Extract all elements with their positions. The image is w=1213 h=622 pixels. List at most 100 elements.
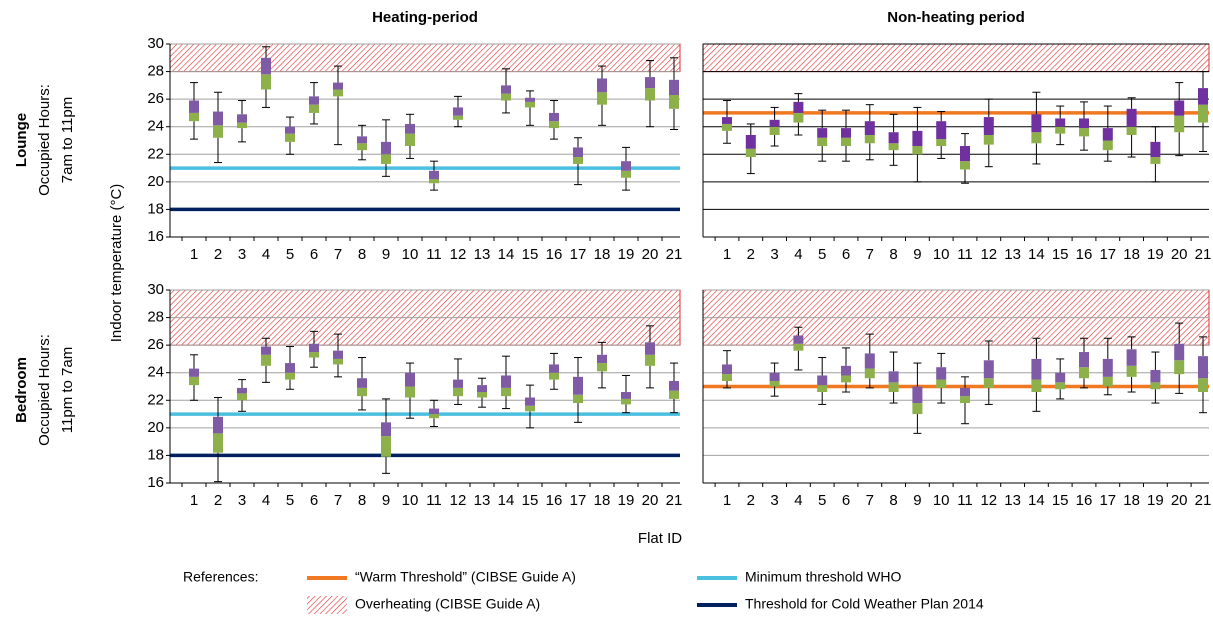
x-tick-label: 20 bbox=[642, 492, 659, 509]
box-upper bbox=[1198, 356, 1208, 379]
y-axis-label: Indoor temperature (°C) bbox=[108, 184, 125, 343]
box-lower bbox=[405, 386, 415, 398]
box-lower bbox=[405, 133, 415, 147]
box-upper bbox=[357, 136, 367, 144]
x-tick-label: 10 bbox=[402, 246, 419, 263]
box-upper bbox=[983, 360, 994, 379]
box-lower bbox=[525, 405, 535, 412]
x-tick-label: 19 bbox=[618, 246, 635, 263]
box-lower bbox=[645, 88, 655, 101]
box-lower bbox=[597, 92, 607, 105]
box-lower bbox=[841, 137, 851, 147]
box-upper bbox=[261, 346, 271, 355]
x-tick-label: 1 bbox=[723, 492, 731, 509]
box-upper bbox=[1198, 88, 1208, 105]
box-upper bbox=[309, 96, 319, 105]
box-upper bbox=[864, 353, 875, 369]
box-upper bbox=[936, 367, 947, 380]
x-tick-label: 8 bbox=[358, 492, 366, 509]
box-lower bbox=[1102, 140, 1113, 151]
box-lower bbox=[864, 368, 875, 379]
box-lower bbox=[793, 343, 804, 351]
box-upper bbox=[983, 117, 994, 135]
box-lower bbox=[936, 379, 947, 388]
box-upper bbox=[621, 392, 631, 399]
legend-swatch bbox=[307, 596, 347, 614]
y-tick-label: 16 bbox=[147, 474, 164, 491]
box-lower bbox=[381, 154, 391, 164]
x-tick-label: 3 bbox=[770, 492, 778, 509]
box-lower bbox=[722, 374, 732, 381]
x-tick-label: 19 bbox=[1147, 492, 1164, 509]
x-tick-label: 2 bbox=[747, 492, 755, 509]
box-upper bbox=[285, 363, 295, 373]
x-tick-label: 2 bbox=[214, 492, 222, 509]
box-lower bbox=[769, 380, 780, 387]
box-upper bbox=[1055, 118, 1066, 127]
box-upper bbox=[1031, 358, 1042, 380]
box-upper bbox=[213, 111, 223, 126]
box-upper bbox=[333, 350, 343, 359]
box-lower bbox=[769, 126, 780, 135]
box-lower bbox=[453, 115, 463, 120]
x-tick-label: 8 bbox=[889, 492, 897, 509]
y-tick-label: 20 bbox=[147, 173, 164, 190]
x-tick-label: 17 bbox=[1099, 246, 1116, 263]
box-upper bbox=[645, 342, 655, 355]
box-upper bbox=[381, 422, 391, 437]
box-upper bbox=[285, 126, 295, 134]
box-lower bbox=[745, 148, 756, 158]
overheating-zone bbox=[702, 43, 1210, 73]
box-lower bbox=[1174, 360, 1185, 375]
panel-title: Heating-period bbox=[372, 9, 478, 26]
x-tick-label: 14 bbox=[498, 246, 515, 263]
legend-label: Overheating (CIBSE Guide A) bbox=[355, 596, 540, 612]
box-upper bbox=[429, 170, 439, 180]
box-lower bbox=[1102, 376, 1113, 387]
x-tick-label: 13 bbox=[474, 246, 491, 263]
x-tick-label: 2 bbox=[214, 246, 222, 263]
box-lower bbox=[669, 95, 679, 109]
box-upper bbox=[621, 161, 631, 171]
box-lower bbox=[453, 387, 463, 397]
box-upper bbox=[769, 119, 780, 127]
x-tick-label: 8 bbox=[358, 246, 366, 263]
x-tick-label: 1 bbox=[190, 246, 198, 263]
x-tick-label: 1 bbox=[190, 492, 198, 509]
box-upper bbox=[769, 372, 780, 381]
x-tick-label: 11 bbox=[957, 492, 973, 509]
x-tick-label: 4 bbox=[794, 246, 802, 263]
box-upper bbox=[1126, 108, 1137, 127]
y-tick-label: 18 bbox=[147, 200, 164, 217]
box-upper bbox=[888, 371, 899, 383]
box-upper bbox=[936, 121, 947, 140]
x-tick-label: 20 bbox=[1171, 246, 1188, 263]
box-lower bbox=[477, 392, 487, 398]
y-tick-label: 22 bbox=[147, 145, 164, 162]
x-tick-label: 6 bbox=[842, 492, 850, 509]
x-tick-label: 9 bbox=[382, 246, 390, 263]
box-lower bbox=[573, 394, 583, 404]
box-lower bbox=[864, 134, 875, 144]
x-tick-label: 15 bbox=[1052, 246, 1069, 263]
box-lower bbox=[1031, 379, 1042, 393]
box-lower bbox=[983, 134, 994, 145]
box-upper bbox=[189, 100, 199, 113]
box-lower bbox=[645, 354, 655, 366]
box-upper bbox=[1150, 369, 1161, 383]
row-label: Bedroom bbox=[13, 357, 30, 423]
box-lower bbox=[1174, 115, 1185, 133]
x-tick-label: 15 bbox=[522, 246, 539, 263]
box-lower bbox=[669, 390, 679, 399]
x-tick-label: 16 bbox=[546, 246, 563, 263]
box-lower bbox=[261, 74, 271, 90]
box-upper bbox=[453, 107, 463, 116]
box-upper bbox=[549, 112, 559, 122]
box-lower bbox=[912, 403, 923, 415]
box-lower bbox=[213, 125, 223, 138]
x-tick-label: 14 bbox=[498, 492, 515, 509]
y-tick-label: 28 bbox=[147, 63, 164, 80]
x-tick-label: 12 bbox=[980, 492, 997, 509]
y-tick-label: 24 bbox=[147, 364, 164, 381]
x-tick-label: 9 bbox=[913, 246, 921, 263]
